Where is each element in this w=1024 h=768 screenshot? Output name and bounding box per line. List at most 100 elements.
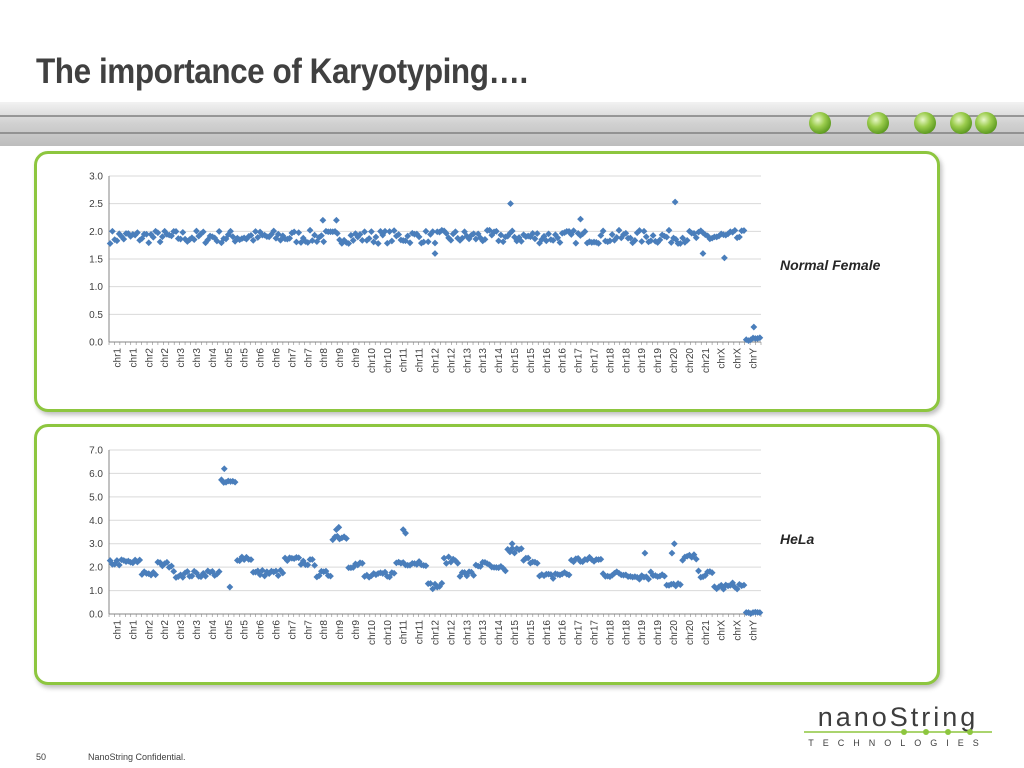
data-point	[640, 227, 648, 235]
data-point	[721, 254, 728, 262]
data-point	[293, 238, 300, 246]
x-tick-label: chr17	[590, 348, 601, 373]
x-tick-label: chr10	[383, 348, 394, 373]
x-tick-label: chr9	[351, 620, 362, 640]
x-tick-label: chr13	[478, 620, 489, 645]
data-point	[736, 233, 743, 241]
hela-panel: 7.0 6.0 5.0 4.0 3.0 2.0 1.0 0.0 chr1 chr1 chr2 chr2…	[34, 424, 940, 685]
slide-title: The importance of Karyotyping….	[36, 52, 528, 91]
data-point	[390, 569, 398, 577]
y-tick-label: 2.0	[89, 227, 103, 238]
y-tick-label: 2.0	[89, 563, 103, 574]
data-point	[661, 572, 668, 580]
x-tick-label: chr14	[494, 620, 505, 645]
data-point	[470, 571, 478, 579]
data-point	[252, 228, 259, 235]
data-point	[638, 238, 646, 245]
data-point	[699, 250, 707, 257]
x-tick-label: chr9	[351, 348, 362, 368]
data-point	[533, 559, 541, 567]
data-point	[365, 235, 373, 242]
y-tick-label: 0.0	[89, 338, 103, 349]
x-tick-label: chr1	[128, 348, 139, 368]
data-point	[172, 228, 180, 235]
x-tick-label: chr3	[192, 620, 203, 640]
x-tick-label: chr15	[526, 348, 537, 373]
data-point	[692, 234, 700, 242]
x-tick-label: chr11	[415, 348, 426, 373]
data-point	[454, 559, 462, 567]
data-point	[599, 227, 607, 235]
data-point	[270, 227, 278, 235]
data-point	[422, 562, 430, 570]
x-tick-label: chr17	[590, 620, 601, 645]
data-point	[170, 568, 178, 575]
x-tick-label: chr8	[319, 348, 330, 368]
x-tick-label: chr15	[526, 620, 537, 645]
x-tick-label: chr17	[574, 348, 585, 373]
x-tick-label: chr19	[653, 620, 664, 645]
data-point	[361, 228, 368, 236]
data-point	[220, 465, 228, 473]
y-tick-label: 1.0	[89, 586, 103, 597]
page-number: 50	[36, 752, 47, 762]
data-point	[636, 227, 643, 234]
data-point	[597, 232, 605, 239]
data-point	[481, 235, 489, 243]
data-point	[320, 238, 328, 246]
data-point	[306, 226, 314, 234]
x-tick-label: chr18	[605, 620, 616, 645]
data-point	[247, 556, 255, 563]
data-point	[452, 228, 459, 236]
decorative-dots	[809, 112, 997, 134]
data-point	[750, 323, 758, 331]
x-tick-label: chr18	[621, 620, 632, 645]
chart-annotation: Normal Female	[780, 257, 881, 273]
data-point	[406, 239, 414, 247]
data-point	[608, 231, 616, 238]
data-point	[508, 540, 516, 548]
x-tick-label: chr2	[144, 348, 155, 368]
data-point	[606, 237, 614, 245]
data-point	[295, 229, 303, 237]
x-tick-label: chr1	[128, 620, 139, 640]
data-point	[215, 568, 223, 575]
logo-main-text: nanoString	[818, 702, 979, 732]
x-tick-label: chr21	[701, 620, 712, 645]
data-point	[386, 228, 393, 235]
data-point	[641, 549, 649, 557]
x-tick-label: chr13	[462, 348, 473, 373]
y-tick-label: 3.0	[89, 539, 103, 550]
data-point	[499, 238, 507, 246]
data-point	[286, 234, 294, 242]
data-point	[676, 240, 684, 247]
data-point	[645, 575, 652, 583]
data-point	[179, 228, 187, 236]
x-tick-label: chr21	[701, 348, 712, 373]
data-point	[445, 553, 453, 561]
data-point	[670, 540, 678, 548]
x-tick-label: chrX	[733, 620, 744, 641]
x-tick-label: chr8	[319, 620, 330, 640]
data-point	[215, 228, 223, 235]
data-point	[447, 236, 455, 244]
data-point	[156, 238, 164, 246]
x-tick-label: chr12	[431, 620, 442, 645]
data-point	[226, 583, 234, 591]
x-tick-label: chr2	[160, 348, 171, 368]
x-tick-label: chr10	[383, 620, 394, 645]
data-point	[333, 216, 340, 224]
data-point	[676, 581, 684, 589]
data-point	[626, 234, 634, 242]
data-point	[381, 227, 389, 235]
x-tick-label: chr3	[192, 348, 203, 368]
data-point	[304, 561, 312, 569]
x-tick-label: chr3	[176, 348, 187, 368]
data-point	[249, 237, 257, 244]
x-tick-label: chr20	[685, 348, 696, 373]
x-tick-label: chr20	[669, 620, 680, 645]
x-tick-label: chr13	[478, 348, 489, 373]
data-point	[106, 240, 114, 247]
x-tick-label: chr5	[240, 348, 251, 368]
x-tick-label: chr10	[367, 620, 378, 645]
